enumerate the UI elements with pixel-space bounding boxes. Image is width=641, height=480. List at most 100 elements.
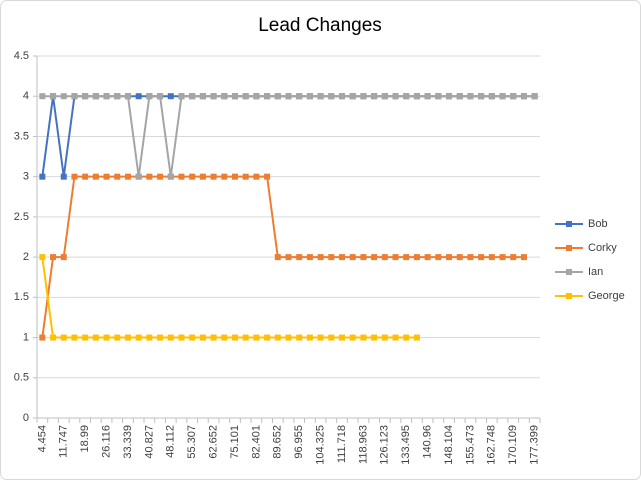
series-marker: [339, 254, 346, 261]
series-marker: [146, 173, 153, 180]
series-marker: [178, 173, 185, 180]
series-marker: [478, 254, 485, 261]
series-marker: [349, 93, 356, 100]
series-marker: [510, 254, 517, 261]
series-marker: [403, 254, 410, 261]
series-marker: [103, 173, 110, 180]
series-marker: [317, 93, 324, 100]
series-marker: [92, 334, 99, 341]
series-marker: [114, 93, 121, 100]
x-tick-label: 75.101: [229, 425, 241, 459]
x-tick-label: 104.325: [315, 425, 327, 465]
y-tick-label: 0.5: [14, 372, 29, 384]
series-marker: [242, 93, 249, 100]
series-marker: [189, 173, 196, 180]
x-tick-label: 170.109: [507, 425, 519, 465]
series-marker: [349, 254, 356, 261]
series-marker: [178, 93, 185, 100]
series-marker: [221, 334, 228, 341]
series-marker: [360, 334, 367, 341]
x-tick-label: 4.454: [36, 425, 48, 453]
series-marker: [157, 93, 164, 100]
series-marker: [210, 93, 217, 100]
series-marker: [82, 334, 89, 341]
series-marker: [285, 254, 292, 261]
series-marker: [60, 93, 67, 100]
series-marker: [39, 93, 46, 100]
x-tick-label: 18.99: [79, 425, 91, 453]
series-marker: [71, 93, 78, 100]
series-marker: [478, 93, 485, 100]
series-marker: [50, 254, 57, 261]
series-marker: [296, 254, 303, 261]
series-marker: [446, 254, 453, 261]
y-tick-label: 2.5: [14, 211, 29, 223]
series-marker: [467, 254, 474, 261]
series-marker: [253, 173, 260, 180]
series-marker: [231, 93, 238, 100]
series-marker: [360, 254, 367, 261]
y-tick-label: 3.5: [14, 130, 29, 142]
series-marker: [392, 93, 399, 100]
series-marker: [199, 93, 206, 100]
legend-label: Bob: [588, 218, 608, 230]
series-marker: [242, 173, 249, 180]
series-marker: [50, 334, 57, 341]
series-marker: [424, 254, 431, 261]
series-marker: [210, 334, 217, 341]
series-marker: [264, 334, 271, 341]
series-marker: [317, 334, 324, 341]
y-tick-label: 2: [23, 251, 29, 263]
x-tick-label: 82.401: [250, 425, 262, 459]
series-marker: [210, 173, 217, 180]
series-marker: [435, 93, 442, 100]
series-marker: [488, 254, 495, 261]
series-marker: [435, 254, 442, 261]
series-marker: [520, 93, 527, 100]
series-marker: [274, 254, 281, 261]
series-marker: [199, 173, 206, 180]
series-marker: [253, 334, 260, 341]
series-marker: [124, 173, 131, 180]
x-tick-label: 48.112: [165, 425, 177, 458]
series-marker: [124, 334, 131, 341]
series-line: [41, 175, 524, 338]
legend-label: Ian: [588, 266, 603, 278]
legend-marker: [566, 269, 572, 275]
x-tick-label: 26.116: [100, 425, 112, 458]
series-marker: [135, 334, 142, 341]
series-marker: [381, 334, 388, 341]
series-marker: [39, 334, 46, 341]
series-marker: [146, 93, 153, 100]
x-tick-label: 118.963: [357, 425, 369, 464]
series-marker: [413, 93, 420, 100]
y-tick-label: 1: [23, 331, 29, 343]
series-marker: [82, 93, 89, 100]
series-marker: [189, 334, 196, 341]
series-marker: [189, 93, 196, 100]
series-marker: [124, 93, 131, 100]
series-marker: [306, 254, 313, 261]
series-marker: [531, 93, 538, 100]
series-marker: [135, 93, 142, 100]
series-marker: [231, 334, 238, 341]
x-tick-label: 177.399: [529, 425, 541, 465]
x-tick-label: 126.123: [379, 425, 391, 465]
series-marker: [285, 334, 292, 341]
y-tick-label: 4: [23, 90, 29, 102]
series-marker: [392, 334, 399, 341]
series-marker: [339, 93, 346, 100]
chart-title: Lead Changes: [258, 15, 382, 36]
series-marker: [221, 173, 228, 180]
series-marker: [114, 173, 121, 180]
series-marker: [413, 254, 420, 261]
legend-label: Corky: [588, 242, 617, 254]
x-tick-label: 96.955: [293, 425, 305, 459]
x-tick-label: 62.652: [207, 425, 219, 459]
legend-marker: [566, 221, 572, 227]
series-marker: [339, 334, 346, 341]
series-marker: [488, 93, 495, 100]
series-marker: [328, 93, 335, 100]
series-marker: [446, 93, 453, 100]
